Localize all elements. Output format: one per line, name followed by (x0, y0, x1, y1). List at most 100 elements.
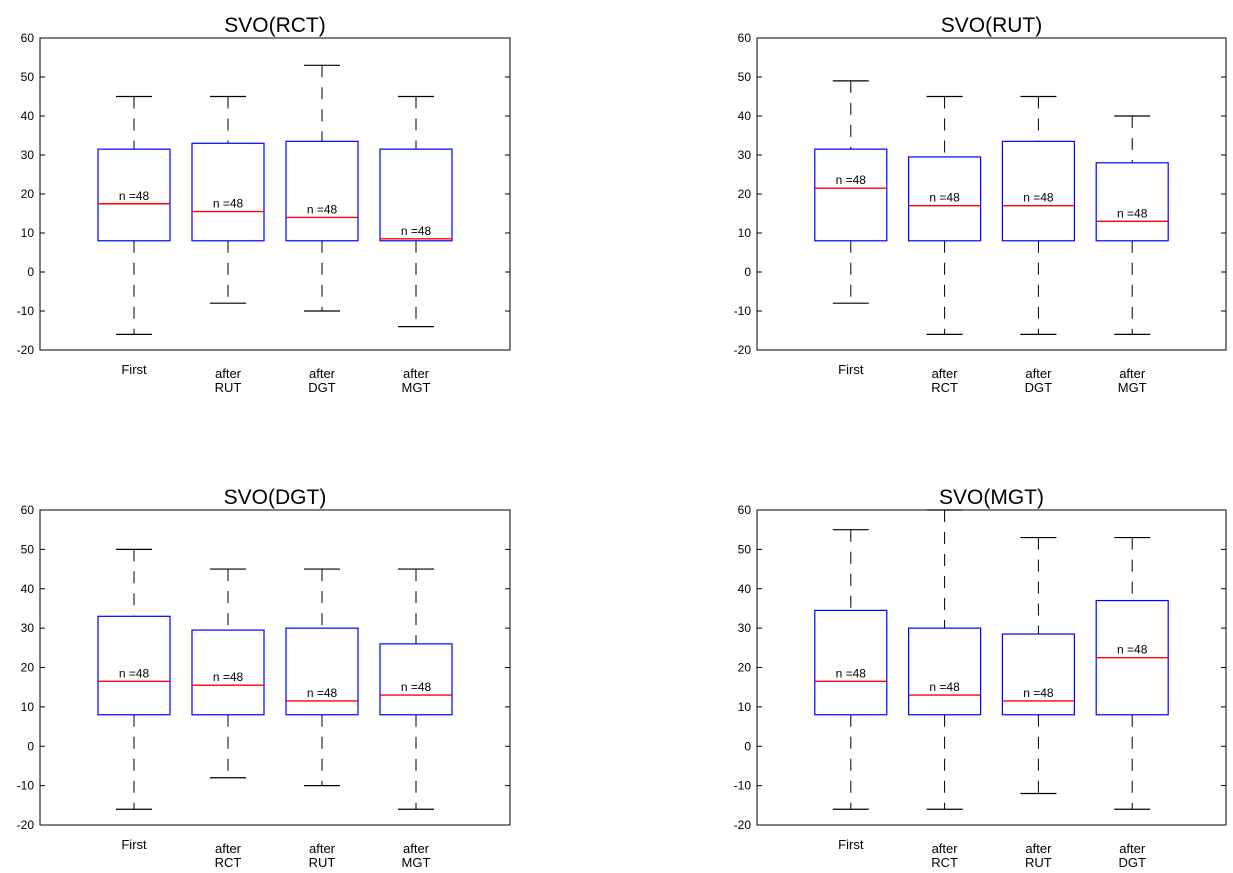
category-label: RCT (931, 380, 958, 395)
y-tick-label: 50 (738, 70, 752, 84)
box-body (97, 148, 171, 242)
box-1: n =48 First (97, 548, 171, 852)
box-body (285, 140, 359, 242)
y-tick-label: 40 (738, 582, 752, 596)
category-label: after (309, 366, 336, 381)
y-tick-label: 0 (27, 739, 34, 753)
y-tick-label: 60 (21, 31, 35, 45)
category-label: First (838, 362, 864, 377)
y-tick-label: 60 (21, 503, 35, 517)
y-tick-label: 30 (738, 621, 752, 635)
category-label: DGT (308, 380, 336, 395)
n-label: n =48 (836, 173, 867, 187)
y-tick-label: 10 (738, 226, 752, 240)
y-tick-label: 0 (744, 265, 751, 279)
box-body (814, 609, 888, 716)
n-label: n =48 (1023, 191, 1054, 205)
y-tick-label: -20 (734, 343, 752, 357)
y-tick-label: -10 (734, 304, 752, 318)
category-label: after (1119, 841, 1146, 856)
y-tick-label: -20 (17, 343, 35, 357)
y-tick-label: 0 (744, 739, 751, 753)
y-tick-label: 60 (738, 503, 752, 517)
n-label: n =48 (1117, 643, 1148, 657)
category-label: after (932, 841, 959, 856)
y-tick-label: 20 (21, 187, 35, 201)
box-1: n =48 First (814, 529, 888, 852)
y-tick-label: 40 (21, 109, 35, 123)
y-tick-label: -10 (17, 304, 35, 318)
y-tick-label: 20 (738, 661, 752, 675)
y-tick-label: 30 (21, 148, 35, 162)
category-label: MGT (1118, 380, 1147, 395)
category-label: after (1119, 366, 1146, 381)
y-tick-label: 0 (27, 265, 34, 279)
box-body (379, 643, 453, 716)
chart-title: SVO(RUT) (941, 14, 1043, 37)
n-label: n =48 (307, 202, 338, 216)
category-label: after (1025, 841, 1052, 856)
category-label: after (403, 841, 430, 856)
category-label: after (1025, 366, 1052, 381)
category-label: MGT (402, 380, 431, 395)
box-body (814, 148, 888, 242)
box-body (1001, 140, 1076, 242)
box-body (1001, 633, 1076, 716)
y-tick-label: 30 (738, 148, 752, 162)
category-label: First (121, 362, 147, 377)
y-tick-label: 40 (738, 109, 752, 123)
y-tick-label: 20 (21, 661, 35, 675)
y-tick-label: 50 (738, 542, 752, 556)
y-tick-label: -10 (734, 779, 752, 793)
chart-title: SVO(RCT) (224, 14, 326, 37)
category-label: First (838, 837, 864, 852)
category-label: DGT (1025, 380, 1053, 395)
n-label: n =48 (929, 680, 960, 694)
box-body (285, 627, 359, 716)
box-body (97, 615, 171, 716)
y-tick-label: 30 (21, 621, 35, 635)
y-tick-label: 10 (21, 226, 35, 240)
n-label: n =48 (1023, 686, 1054, 700)
box-1: n =48 First (814, 80, 888, 377)
y-tick-label: -20 (17, 818, 35, 832)
category-label: RUT (309, 855, 336, 870)
y-tick-label: 20 (738, 187, 752, 201)
y-tick-label: -10 (17, 779, 35, 793)
box-body (907, 156, 982, 242)
category-label: DGT (1118, 855, 1146, 870)
category-label: RUT (215, 380, 242, 395)
n-label: n =48 (401, 224, 432, 238)
box-body (1095, 162, 1169, 242)
category-label: after (215, 841, 242, 856)
category-label: after (932, 366, 959, 381)
n-label: n =48 (836, 666, 867, 680)
chart-title: SVO(MGT) (939, 486, 1044, 509)
box-body (191, 142, 265, 242)
n-label: n =48 (307, 686, 338, 700)
box-body (191, 629, 265, 716)
box-body (379, 148, 453, 242)
y-tick-label: 10 (738, 700, 752, 714)
category-label: RCT (931, 855, 958, 870)
box-1: n =48 First (97, 95, 171, 377)
y-tick-label: 40 (21, 582, 35, 596)
n-label: n =48 (213, 197, 244, 211)
y-tick-label: 60 (738, 31, 752, 45)
category-label: after (403, 366, 430, 381)
y-tick-label: 50 (21, 542, 35, 556)
